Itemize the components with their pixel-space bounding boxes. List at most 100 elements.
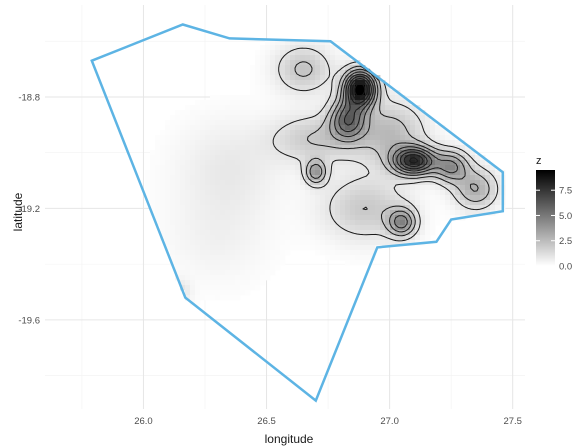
density-cell [170,235,176,241]
density-cell [320,210,326,216]
density-cell [360,185,366,191]
density-cell [290,45,296,51]
density-cell [330,175,336,181]
density-cell [490,175,496,181]
density-cell [255,220,261,226]
density-cell [300,75,306,81]
density-cell [360,205,366,211]
density-cell [415,185,421,191]
density-cell [365,200,371,206]
density-cell [185,140,191,146]
density-cell [405,190,411,196]
density-cell [325,215,331,221]
density-cell [355,70,361,76]
density-cell [360,125,366,131]
density-cell [205,140,211,146]
density-cell [370,150,376,156]
density-cell [430,200,436,206]
contour-line [338,73,433,172]
density-cell [445,130,451,136]
density-cell [405,120,411,126]
density-cell [370,210,376,216]
density-cell [205,155,211,161]
density-cell [450,195,456,201]
density-cell [265,130,271,136]
density-cell [285,195,291,201]
density-cell [245,120,251,126]
density-cell [305,175,311,181]
density-cell [150,175,156,181]
density-cell [255,230,261,236]
density-cell [275,140,281,146]
density-cell [225,185,231,191]
density-cell [355,190,361,196]
density-cell [225,115,231,121]
density-cell [195,285,201,291]
density-cell [425,155,431,161]
density-cell [420,205,426,211]
density-cell [200,105,206,111]
density-cell [330,80,336,86]
density-cell [285,225,291,231]
density-cell [325,220,331,226]
density-cell [230,180,236,186]
density-cell [355,250,361,256]
density-cell [265,265,271,271]
density-cell [270,150,276,156]
density-cell [370,225,376,231]
density-cell [165,160,171,166]
density-cell [270,170,276,176]
density-cell [285,180,291,186]
density-cell [235,100,241,106]
density-cell [260,255,266,261]
density-cell [445,210,451,216]
density-cell [380,205,386,211]
density-cell [285,115,291,121]
density-cell [170,215,176,221]
density-cell [390,215,396,221]
density-cell [200,265,206,271]
density-cell [375,220,381,226]
density-cell [255,145,261,151]
density-cell [175,165,181,171]
density-cell [185,175,191,181]
density-cell [365,100,371,106]
density-cell [190,285,196,291]
density-cell [320,60,326,66]
density-cell [435,215,441,221]
density-cell [170,120,176,126]
density-cell [355,90,361,96]
density-cell [245,265,251,271]
density-cell [440,175,446,181]
density-cell [435,125,441,131]
density-cell [280,245,286,251]
density-cell [445,155,451,161]
density-cell [315,135,321,141]
density-cell [215,240,221,246]
density-cell [345,150,351,156]
density-cell [380,190,386,196]
density-cell [205,165,211,171]
density-cell [450,180,456,186]
density-cell [160,215,166,221]
density-cell [430,135,436,141]
density-cell [255,275,261,281]
density-cell [245,170,251,176]
density-cell [230,165,236,171]
density-cell [285,170,291,176]
density-cell [190,230,196,236]
density-cell [380,115,386,121]
density-cell [340,185,346,191]
density-cell [485,200,491,206]
density-cell [450,175,456,181]
density-cell [325,160,331,166]
density-cell [430,195,436,201]
density-cell [235,145,241,151]
density-cell [320,90,326,96]
density-cell [235,270,241,276]
density-cell [450,190,456,196]
density-cell [435,160,441,166]
density-cell [430,225,436,231]
density-cell [320,235,326,241]
density-cell [350,180,356,186]
